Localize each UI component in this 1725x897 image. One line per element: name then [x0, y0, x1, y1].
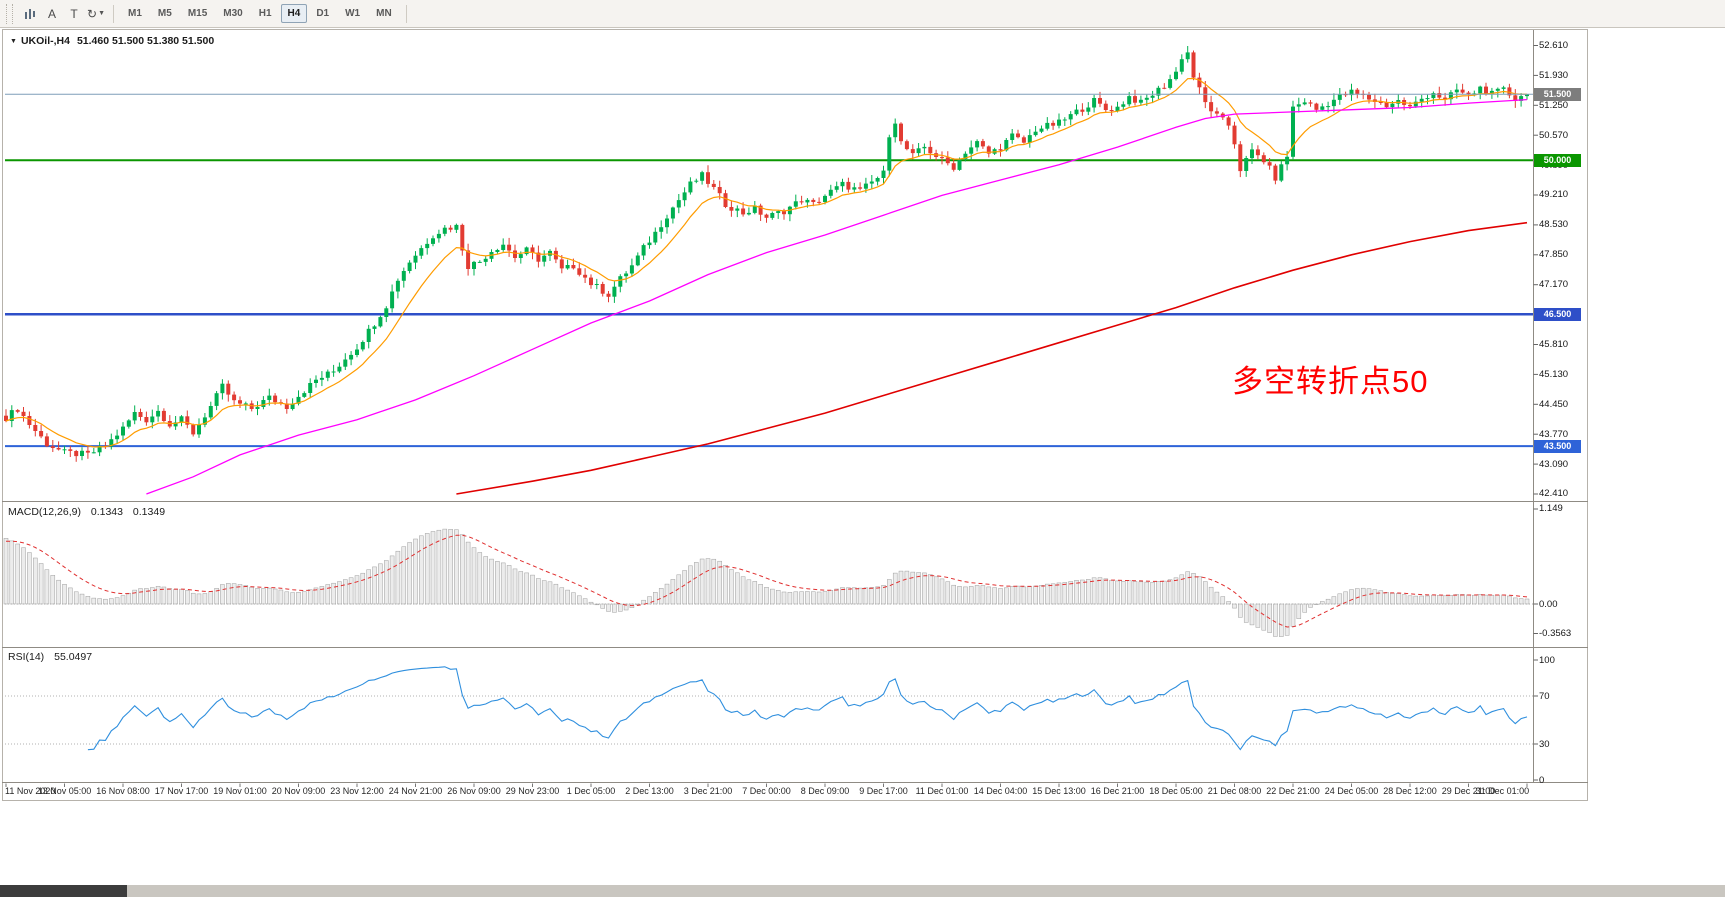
price-axis-tick: 49.210 — [1539, 189, 1569, 201]
time-axis-label: 1 Dec 05:00 — [566, 786, 616, 796]
timeframe-button-m5[interactable]: M5 — [157, 8, 172, 19]
rsi-value: 55.0497 — [54, 651, 93, 663]
time-axis-label: 8 Dec 09:00 — [800, 786, 850, 796]
timeframe-button-mn[interactable]: MN — [376, 8, 392, 19]
price-axis-tick: 48.530 — [1539, 219, 1569, 231]
time-axis-label: 29 Dec 21:00 — [1441, 786, 1496, 796]
time-axis-label: 16 Nov 08:00 — [96, 786, 150, 796]
timeframe-button-m30[interactable]: M30 — [223, 8, 243, 19]
price-axis-tick: 42.410 — [1539, 488, 1569, 500]
time-axis-label: 7 Dec 00:00 — [742, 786, 791, 796]
time-axis-label: 13 Nov 05:00 — [37, 786, 92, 796]
bar-chart-icon[interactable] — [20, 4, 40, 24]
text-tool-button[interactable]: T — [70, 6, 78, 21]
macd-label: MACD(12,26,9) — [8, 506, 81, 518]
taskbar-fragment — [0, 885, 127, 897]
time-axis-label: 28 Dec 12:00 — [1383, 786, 1437, 796]
time-axis-label: 11 Dec 01:00 — [915, 786, 969, 796]
toolbar-separator — [113, 4, 114, 23]
timeframe-button-m15[interactable]: M15 — [187, 8, 208, 19]
chart-title: ▼ UKOil-,H4 51.460 51.500 51.380 51.500 — [10, 35, 214, 47]
time-axis-label: 9 Dec 17:00 — [859, 786, 908, 796]
price-axis-tick: 45.810 — [1539, 338, 1569, 350]
time-axis-label: 26 Nov 09:00 — [447, 786, 501, 796]
ohlc-values: 51.460 51.500 51.380 51.500 — [76, 35, 215, 47]
cycle-symbols-button[interactable]: ↻ ▼ — [86, 4, 106, 24]
time-axis-label: 11 Nov 2020 — [5, 786, 56, 796]
toolbar-grip[interactable] — [6, 3, 13, 24]
timeframe-group: M1 M5 M15 M30 H1 H4 D1 W1 MN — [120, 4, 400, 23]
price-axis-tick: 47.170 — [1539, 279, 1569, 291]
time-axis-label: 17 Nov 17:00 — [154, 786, 209, 796]
time-axis-label: 14 Dec 04:00 — [973, 786, 1028, 796]
time-axis-label: 31 Dec 01:00 — [1475, 786, 1530, 796]
price-axis-tick: 45.130 — [1539, 368, 1569, 380]
time-axis-label: 16 Dec 21:00 — [1090, 786, 1145, 796]
macd-main-value: 0.1343 — [90, 506, 123, 518]
font-tool-button[interactable]: A — [47, 6, 56, 21]
time-axis-label: 24 Nov 21:00 — [388, 786, 443, 796]
macd-axis-tick: -0.3563 — [1539, 627, 1572, 639]
level-badge-50000: 50.000 — [1534, 153, 1581, 167]
toolbar-separator — [405, 4, 407, 23]
time-axis-label: 23 Nov 12:00 — [330, 786, 384, 796]
time-axis-label: 15 Dec 13:00 — [1032, 786, 1086, 796]
top-toolbar: A T ↻ ▼ M1 M5 M15 M30 H1 H4 D1 W1 MN — [0, 0, 1725, 28]
price-axis-tick: 44.450 — [1539, 398, 1569, 410]
price-axis-tick: 47.850 — [1539, 249, 1569, 261]
price-axis-tick: 50.570 — [1539, 129, 1569, 141]
timeframe-button-d1[interactable]: D1 — [316, 8, 330, 19]
rsi-axis-tick: 70 — [1539, 690, 1550, 702]
time-axis-label: 21 Dec 08:00 — [1207, 786, 1262, 796]
time-axis-label: 18 Dec 05:00 — [1149, 786, 1203, 796]
timeframe-button-h1[interactable]: H1 — [258, 8, 272, 19]
cycle-icon: ↻ — [87, 6, 98, 21]
time-axis-label: 22 Dec 21:00 — [1266, 786, 1320, 796]
timeframe-button-w1[interactable]: W1 — [345, 8, 361, 19]
price-axis-tick: 43.090 — [1539, 458, 1569, 470]
time-axis-label: 20 Nov 09:00 — [271, 786, 326, 796]
macd-signal-value: 0.1349 — [132, 506, 166, 518]
price-axis-tick: 51.250 — [1539, 99, 1569, 111]
price-axis-tick: 43.770 — [1539, 428, 1569, 440]
timeframe-button-m1[interactable]: M1 — [128, 8, 142, 19]
taskbar-strip — [0, 885, 1725, 897]
timeframe-button-h4[interactable]: H4 — [280, 4, 308, 23]
time-axis-label: 24 Dec 05:00 — [1324, 786, 1379, 796]
symbol-period-label: UKOil-,H4 — [20, 35, 70, 47]
macd-axis-tick: 1.149 — [1539, 503, 1563, 515]
current-price-badge: 51.500 — [1534, 87, 1581, 101]
time-axis-label: 3 Dec 21:00 — [683, 786, 733, 796]
time-axis-label: 2 Dec 13:00 — [625, 786, 674, 796]
price-axis-tick: 51.930 — [1539, 69, 1569, 81]
level-badge-46500: 46.500 — [1534, 307, 1581, 321]
rsi-axis-tick: 30 — [1539, 738, 1550, 750]
rsi-title: RSI(14) 55.0497 — [8, 651, 92, 663]
time-axis-label: 19 Nov 01:00 — [213, 786, 267, 796]
time-axis-label: 29 Nov 23:00 — [505, 786, 560, 796]
chevron-down-icon: ▼ — [98, 10, 105, 17]
level-badge-43500: 43.500 — [1534, 439, 1581, 453]
symbol-dropdown-icon[interactable]: ▼ — [10, 38, 17, 45]
macd-axis-tick: 0.00 — [1539, 598, 1558, 610]
chart-annotation: 多空转折点50 — [1232, 364, 1429, 399]
macd-title: MACD(12,26,9) 0.1343 0.1349 — [8, 506, 165, 518]
rsi-axis-tick: 100 — [1539, 654, 1555, 666]
rsi-label: RSI(14) — [8, 651, 45, 663]
rsi-axis-tick: 0 — [1539, 774, 1545, 786]
bar-chart-glyph — [24, 8, 35, 19]
price-axis-tick: 52.610 — [1539, 40, 1569, 51]
